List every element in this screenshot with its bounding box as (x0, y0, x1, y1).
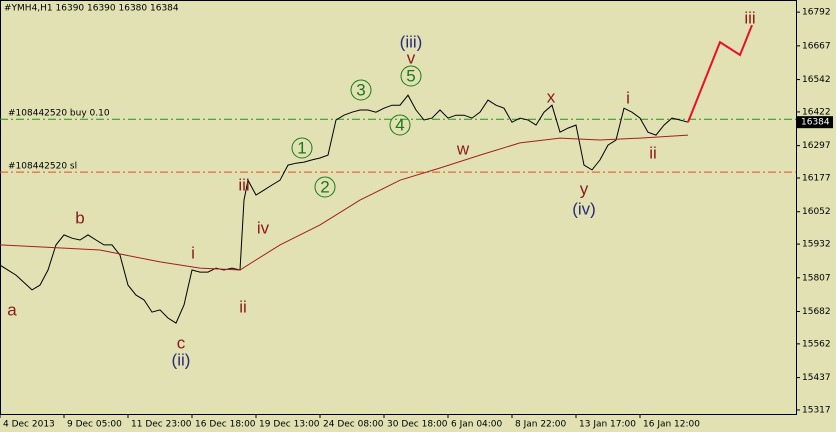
wave-label: iv (257, 218, 270, 237)
wave-label: iii (238, 175, 249, 194)
order-label: #108442520 sl (8, 162, 77, 172)
x-tick-label: 16 Jan 12:00 (643, 420, 700, 430)
x-tick-label: 8 Jan 22:00 (515, 420, 567, 430)
series-line (0, 94, 689, 324)
wave-label: b (75, 208, 84, 227)
wave-label: (iii) (400, 32, 423, 51)
series-line (687, 24, 753, 123)
y-tick-label: 15437 (802, 373, 831, 383)
wave-label: 1 (297, 138, 306, 157)
wave-circle (389, 114, 411, 136)
wave-label: i (626, 88, 630, 107)
x-tick-label: 9 Dec 05:00 (67, 420, 122, 430)
wave-label: c (177, 333, 186, 352)
y-tick-label: 16052 (802, 207, 831, 217)
wave-circle (400, 65, 422, 87)
wave-label: iii (744, 8, 755, 27)
wave-circle (350, 79, 372, 101)
x-tick-label: 19 Dec 13:00 (259, 420, 320, 430)
y-tick-label: 15682 (802, 307, 831, 317)
wave-label: y (580, 179, 589, 198)
x-tick-label: 4 Dec 2013 (3, 420, 55, 430)
wave-label: i (191, 243, 195, 262)
last-price-label: 16384 (801, 118, 830, 128)
wave-label: ii (239, 297, 247, 316)
wave-label: a (7, 300, 17, 319)
x-tick-label: 6 Jan 04:00 (451, 420, 503, 430)
wave-circle (314, 176, 336, 198)
y-tick-label: 15807 (802, 273, 831, 283)
y-tick-label: 15317 (802, 405, 831, 415)
y-tick-label: 16667 (802, 41, 831, 51)
wave-label: 3 (356, 80, 365, 99)
x-tick-label: 24 Dec 08:00 (323, 420, 384, 430)
wave-label: x (547, 87, 556, 106)
y-tick-label: 16177 (802, 174, 831, 184)
y-tick-label: 16542 (802, 75, 831, 85)
wave-label: ii (649, 143, 657, 162)
x-tick-label: 13 Jan 17:00 (579, 420, 636, 430)
y-tick-label: 15932 (802, 240, 831, 250)
wave-label: w (456, 139, 470, 158)
wave-label: 4 (395, 115, 404, 134)
wave-label: (iv) (572, 199, 596, 218)
y-tick-label: 16792 (802, 8, 831, 18)
chart-title: #YMH4,H1 16390 16390 16380 16384 (4, 4, 179, 14)
y-tick-label: 15562 (802, 339, 831, 349)
price-box (797, 116, 833, 129)
wave-label: (ii) (172, 350, 191, 369)
wave-circle (291, 137, 313, 159)
y-tick-label: 16297 (802, 141, 831, 151)
x-tick-label: 30 Dec 18:00 (387, 420, 448, 430)
x-tick-label: 11 Dec 23:00 (131, 420, 192, 430)
plot-frame (0, 0, 797, 415)
y-tick-label: 16422 (802, 107, 831, 117)
x-tick-label: 16 Dec 18:00 (195, 420, 256, 430)
wave-label: 2 (320, 177, 329, 196)
order-label: #108442520 buy 0.10 (8, 109, 110, 119)
wave-label: v (407, 48, 416, 67)
series-line (0, 134, 689, 271)
wave-label: 5 (406, 66, 415, 85)
